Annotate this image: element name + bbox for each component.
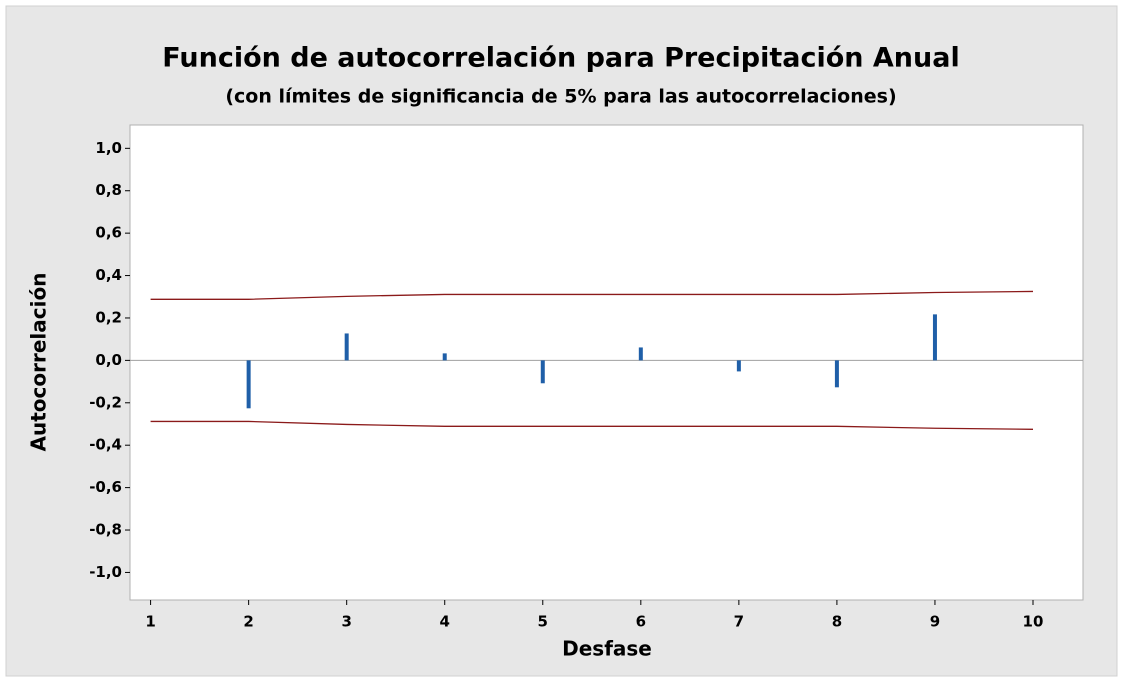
x-axis-label: Desfase <box>562 637 652 661</box>
significance-limit <box>150 290 1034 300</box>
y-tick-label: -0,4 <box>89 436 122 454</box>
acf-bar <box>344 333 349 361</box>
y-tick-label: -0,8 <box>89 521 122 539</box>
acf-bar <box>638 347 643 361</box>
x-tick-label: 5 <box>538 613 548 631</box>
y-tick-label: -0,6 <box>89 478 122 496</box>
chart-title: Función de autocorrelación para Precipit… <box>162 43 959 74</box>
x-tick-label: 8 <box>832 613 842 631</box>
y-tick-label: 0,0 <box>95 351 122 369</box>
x-tick-label: 10 <box>1023 613 1044 631</box>
x-tick-label: 1 <box>145 613 155 631</box>
significance-limit <box>150 420 1034 430</box>
acf-bar <box>246 360 251 409</box>
x-tick-label: 4 <box>440 613 450 631</box>
acf-bar <box>932 314 937 361</box>
y-tick-label: 0,4 <box>95 266 122 284</box>
y-tick-label: -1,0 <box>89 563 122 581</box>
x-tick-label: 7 <box>734 613 744 631</box>
y-tick-label: 1,0 <box>95 139 122 157</box>
y-tick-label: 0,8 <box>95 181 122 199</box>
acf-bar <box>834 360 839 388</box>
chart-subtitle: (con límites de significancia de 5% para… <box>225 86 896 108</box>
y-tick-label: 0,2 <box>95 308 122 326</box>
y-axis-label: Autocorrelación <box>27 273 51 452</box>
x-tick-label: 9 <box>930 613 940 631</box>
acf-bar <box>736 360 741 372</box>
y-tick-label: -0,2 <box>89 393 122 411</box>
y-tick-label: 0,6 <box>95 224 122 242</box>
acf-bar <box>442 353 447 361</box>
plot-area <box>129 124 1084 601</box>
x-tick-label: 2 <box>243 613 253 631</box>
x-tick-label: 3 <box>341 613 351 631</box>
acf-bar <box>540 360 545 384</box>
x-tick-label: 6 <box>636 613 646 631</box>
